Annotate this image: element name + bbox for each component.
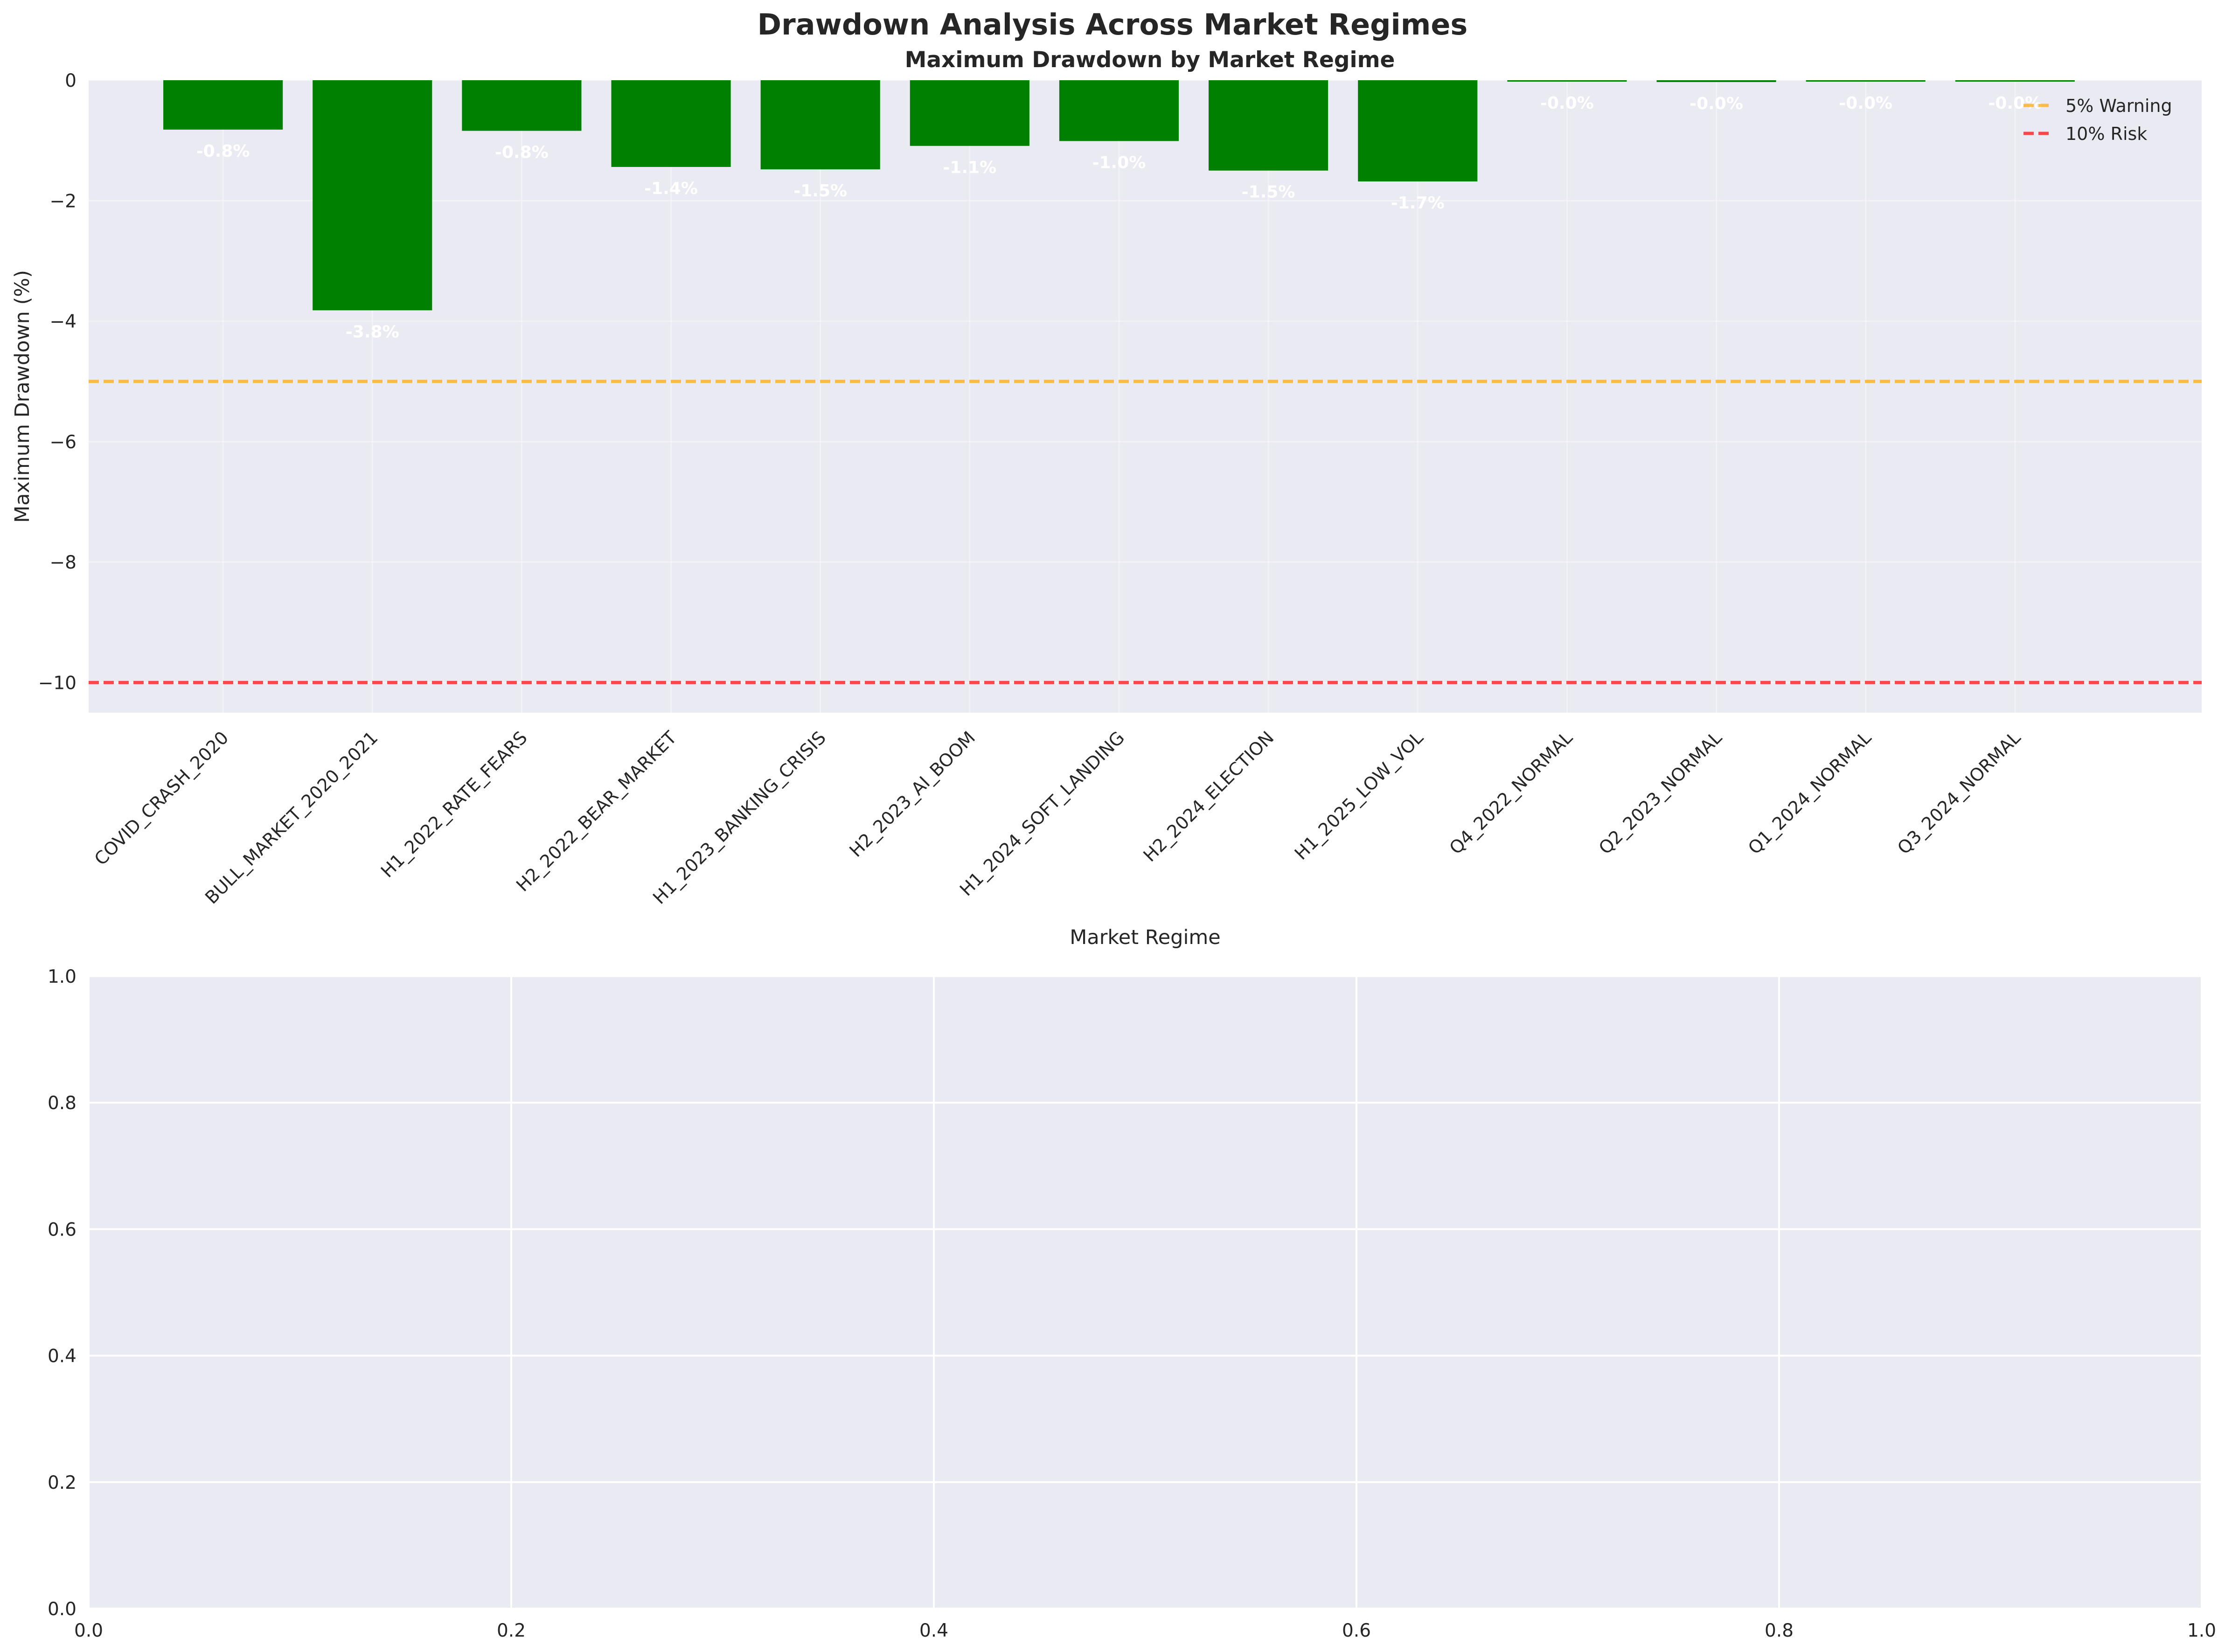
bar-chart-y-tick-label: 0 (65, 70, 76, 91)
empty-chart-x-tick-label: 0.0 (74, 1620, 103, 1641)
bar-data-label: -1.7% (1391, 194, 1445, 213)
bar-chart-y-ticks: 0 −2 −4 −6 −8 −10 (38, 70, 76, 694)
bar-data-label: -0.8% (495, 143, 549, 162)
bar-chart-grid (89, 79, 2202, 713)
empty-chart-x-ticks: 0.0 0.2 0.4 0.6 0.8 1.0 (74, 1620, 2216, 1641)
empty-chart-x-tick-label: 0.8 (1765, 1620, 1794, 1641)
empty-chart-plot-area (89, 976, 2202, 1609)
bar-chart-x-axis-label: Market Regime (1070, 926, 1220, 949)
empty-chart-x-tick-label: 1.0 (2187, 1620, 2216, 1641)
bar-chart-y-axis-label: Maximum Drawdown (%) (11, 270, 34, 523)
bar-chart-plot-area (89, 80, 2202, 713)
bar-covid-crash-2020 (163, 80, 283, 130)
bar-h1-2023-banking-crisis (760, 80, 880, 170)
bar-q3-2024-normal (1955, 80, 2075, 82)
bar-chart-title: Maximum Drawdown by Market Regime (905, 47, 1395, 73)
empty-chart-y-tick-label: 0.2 (48, 1472, 76, 1493)
empty-chart-y-ticks: 0.0 0.2 0.4 0.6 0.8 1.0 (48, 966, 76, 1620)
empty-chart-y-tick-label: 1.0 (48, 966, 76, 987)
bar-h1-2025-low-vol (1358, 80, 1478, 181)
empty-chart-y-tick-label: 0.4 (48, 1346, 76, 1367)
bar-data-label: -1.1% (943, 158, 996, 177)
bar-q1-2024-normal (1806, 80, 1926, 82)
empty-chart-x-tick-label: 0.4 (919, 1620, 948, 1641)
empty-chart-x-tick-label: 0.2 (497, 1620, 526, 1641)
bar-h2-2023-ai-boom (910, 80, 1029, 146)
bar-bull-market-2020-2021 (313, 80, 432, 311)
empty-chart-axes: 0.0 0.2 0.4 0.6 0.8 1.0 0.0 0.2 0.4 0.6 0.8 1.0 (48, 966, 2216, 1641)
bar-chart-y-tick-label: −4 (50, 312, 77, 333)
bar-h1-2022-rate-fears (462, 80, 582, 131)
bar-h2-2022-bear-market (611, 80, 731, 167)
bar-data-label: -0.0% (1839, 94, 1892, 113)
bar-chart-data-labels: -0.8% -3.8% -0.8% -1.4% -1.5% -1.1% -1.0% -1.5%… (196, 94, 2042, 341)
bar-data-label: -0.0% (1540, 94, 1594, 113)
bar-q4-2022-normal (1507, 80, 1627, 82)
bar-chart-y-tick-label: −10 (38, 673, 76, 694)
bar-data-label: -1.0% (1092, 153, 1146, 172)
bar-data-label: -1.4% (644, 179, 698, 198)
bar-h2-2024-election (1209, 80, 1328, 171)
legend-entry-warning: 5% Warning (2065, 96, 2172, 116)
bar-chart-legend: 5% Warning 10% Risk (2023, 96, 2172, 144)
bar-chart-y-tick-label: −6 (50, 432, 77, 453)
bar-data-label: -0.0% (1988, 94, 2042, 113)
empty-chart-x-tick-label: 0.6 (1342, 1620, 1371, 1641)
bar-q2-2023-normal (1656, 80, 1776, 82)
bar-chart-y-tick-label: −2 (50, 191, 77, 212)
legend-entry-risk: 10% Risk (2065, 124, 2147, 144)
empty-chart-y-tick-label: 0.8 (48, 1093, 76, 1114)
bar-data-label: -1.5% (1242, 183, 1295, 202)
bar-h1-2024-soft-landing (1059, 80, 1179, 141)
bar-chart-y-tick-label: −8 (50, 552, 77, 573)
figure-title: Drawdown Analysis Across Market Regimes (758, 7, 1468, 42)
bar-chart-reference-lines (89, 380, 2202, 684)
bar-chart-bars (163, 80, 2075, 311)
bar-data-label: -0.8% (196, 142, 250, 161)
bar-data-label: -0.0% (1690, 94, 1743, 113)
empty-chart-y-tick-label: 0.0 (48, 1599, 76, 1620)
empty-chart-y-tick-label: 0.6 (48, 1219, 76, 1240)
empty-chart-grid (88, 975, 2203, 1610)
bar-data-label: -3.8% (346, 322, 399, 341)
bar-data-label: -1.5% (793, 181, 847, 201)
